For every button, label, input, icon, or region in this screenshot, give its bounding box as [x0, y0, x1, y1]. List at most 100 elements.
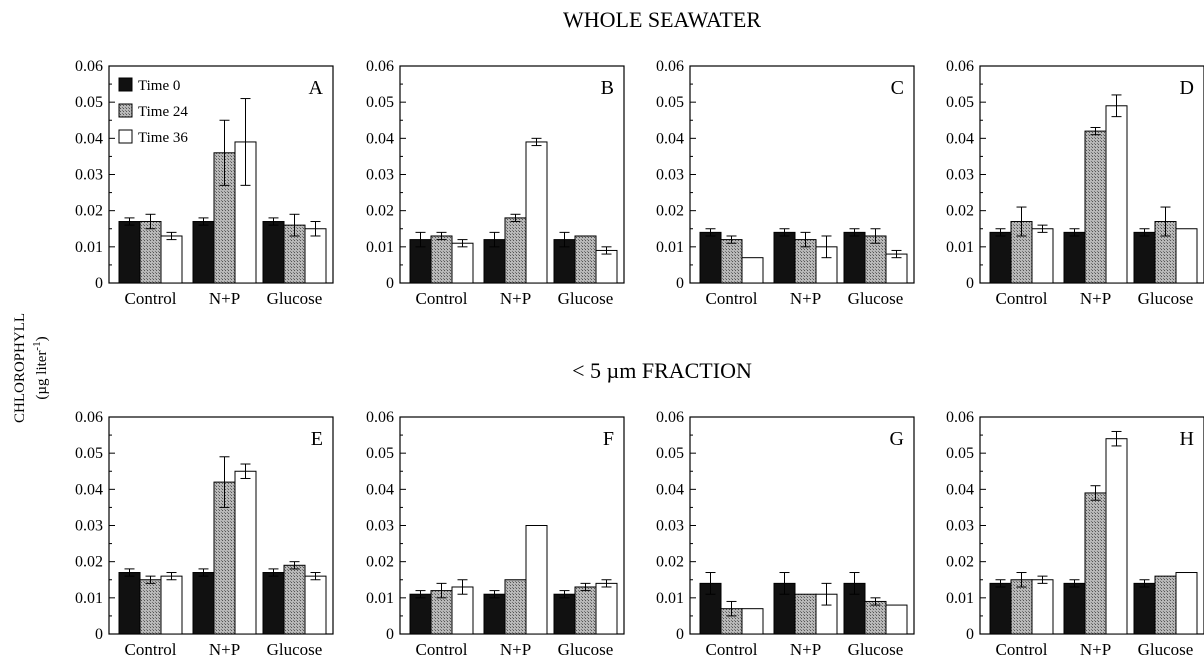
y-tick-label: 0.02	[656, 554, 684, 571]
chart-panel-g: 0 0.01 0.02 0.03 0.04 0.05 0.06 Control N+P Gluco…	[656, 409, 915, 659]
y-tick-label: 0	[966, 275, 974, 292]
category-label: Control	[996, 640, 1048, 659]
bar-time-24	[574, 586, 597, 635]
y-tick-label: 0.02	[75, 554, 103, 571]
section-title-fraction: < 5 µm FRACTION	[572, 358, 752, 383]
y-tick-label: 0.03	[656, 167, 684, 184]
bar-time-24	[574, 235, 597, 284]
y-axis-units-text: (µg liter	[34, 351, 50, 400]
y-tick-label: 0.04	[366, 130, 394, 147]
y-tick-label: 0.02	[75, 203, 103, 220]
bar-time-0	[192, 221, 215, 284]
legend-label: Time 36	[138, 130, 188, 146]
y-tick-label: 0.06	[75, 58, 103, 75]
y-tick-label: 0.04	[75, 130, 103, 147]
y-tick-label: 0.05	[656, 445, 684, 462]
chart-panel-f: 0 0.01 0.02 0.03 0.04 0.05 0.06 Control N+P Gluco…	[366, 409, 625, 659]
bar-time-24	[504, 579, 527, 635]
bar-time-36	[234, 470, 257, 635]
y-tick-label: 0	[676, 626, 684, 643]
bar-time-24	[283, 564, 306, 635]
y-tick-label: 0.01	[75, 590, 103, 607]
category-label: Control	[416, 289, 468, 308]
y-tick-label: 0.01	[656, 239, 684, 256]
legend-label: Time 0	[138, 78, 180, 94]
bar-time-24	[139, 579, 162, 635]
y-tick-label: 0.03	[75, 167, 103, 184]
bar-time-24	[1084, 130, 1107, 284]
y-tick-label: 0.02	[366, 203, 394, 220]
bar-time-0	[483, 593, 506, 635]
bar-time-36	[304, 228, 327, 284]
y-tick-label: 0.06	[75, 409, 103, 426]
bar-time-24	[864, 600, 887, 635]
bar-time-0	[989, 582, 1012, 635]
y-tick-label: 0.03	[75, 518, 103, 535]
y-tick-label: 0	[386, 626, 394, 643]
y-tick-label: 0.05	[75, 445, 103, 462]
bar-time-36	[525, 525, 548, 635]
bar-time-36	[1175, 572, 1198, 635]
category-label: Control	[125, 289, 177, 308]
y-tick-label: 0.05	[366, 445, 394, 462]
y-tick-label: 0.03	[656, 518, 684, 535]
bar-time-0	[699, 231, 722, 284]
bar-time-36	[525, 141, 548, 284]
bar-time-36	[885, 604, 908, 635]
category-label: N+P	[209, 640, 240, 659]
category-label: N+P	[790, 289, 821, 308]
y-tick-label: 0.04	[75, 481, 103, 498]
y-tick-label: 0	[386, 275, 394, 292]
bar-time-36	[741, 257, 764, 284]
panel-letter: B	[601, 77, 614, 99]
y-tick-label: 0	[966, 626, 974, 643]
legend-swatch	[118, 103, 133, 118]
panels: 0 0.01 0.02 0.03 0.04 0.05 0.06 Control N+P Gluco…	[75, 58, 1204, 659]
y-axis-units-close: )	[34, 336, 50, 341]
bar-time-0	[773, 231, 796, 284]
category-label: Glucose	[558, 289, 614, 308]
y-tick-label: 0.01	[366, 239, 394, 256]
category-label: Glucose	[267, 640, 323, 659]
bar-time-24	[794, 593, 817, 635]
category-label: Control	[706, 289, 758, 308]
category-label: Glucose	[267, 289, 323, 308]
category-label: N+P	[1080, 640, 1111, 659]
chart-panel-c: 0 0.01 0.02 0.03 0.04 0.05 0.06 Control N+P Gluco…	[656, 58, 915, 308]
bar-time-24	[1010, 579, 1033, 635]
bar-time-0	[1133, 582, 1156, 635]
y-tick-label: 0.06	[946, 58, 974, 75]
panel-letter: A	[309, 77, 324, 99]
bar-time-0	[843, 231, 866, 284]
category-label: N+P	[500, 289, 531, 308]
bar-time-24	[139, 221, 162, 284]
y-tick-label: 0.06	[656, 58, 684, 75]
bar-time-24	[1084, 492, 1107, 635]
y-tick-label: 0.04	[366, 481, 394, 498]
bar-time-36	[741, 608, 764, 635]
panel-letter: C	[891, 77, 904, 99]
category-label: N+P	[1080, 289, 1111, 308]
y-axis-label-line1: CHLOROPHYLL	[12, 313, 28, 423]
bar-time-36	[451, 242, 474, 284]
legend-swatch	[118, 77, 133, 92]
y-tick-label: 0.01	[366, 590, 394, 607]
bar-time-0	[1063, 231, 1086, 284]
category-label: Glucose	[1138, 640, 1194, 659]
bar-time-0	[1133, 231, 1156, 284]
y-tick-label: 0.02	[366, 554, 394, 571]
bar-time-36	[1105, 438, 1128, 635]
panel-letter: G	[890, 428, 904, 450]
bar-time-0	[192, 572, 215, 635]
category-label: Glucose	[848, 640, 904, 659]
y-tick-label: 0.05	[75, 94, 103, 111]
bar-time-36	[595, 249, 618, 284]
y-tick-label: 0.06	[946, 409, 974, 426]
y-tick-label: 0.01	[946, 239, 974, 256]
panel-letter: F	[603, 428, 614, 450]
chart-panel-b: 0 0.01 0.02 0.03 0.04 0.05 0.06 Control N+P Gluco…	[366, 58, 625, 308]
y-tick-label: 0.02	[946, 203, 974, 220]
y-tick-label: 0.05	[946, 445, 974, 462]
bar-time-36	[160, 235, 183, 284]
